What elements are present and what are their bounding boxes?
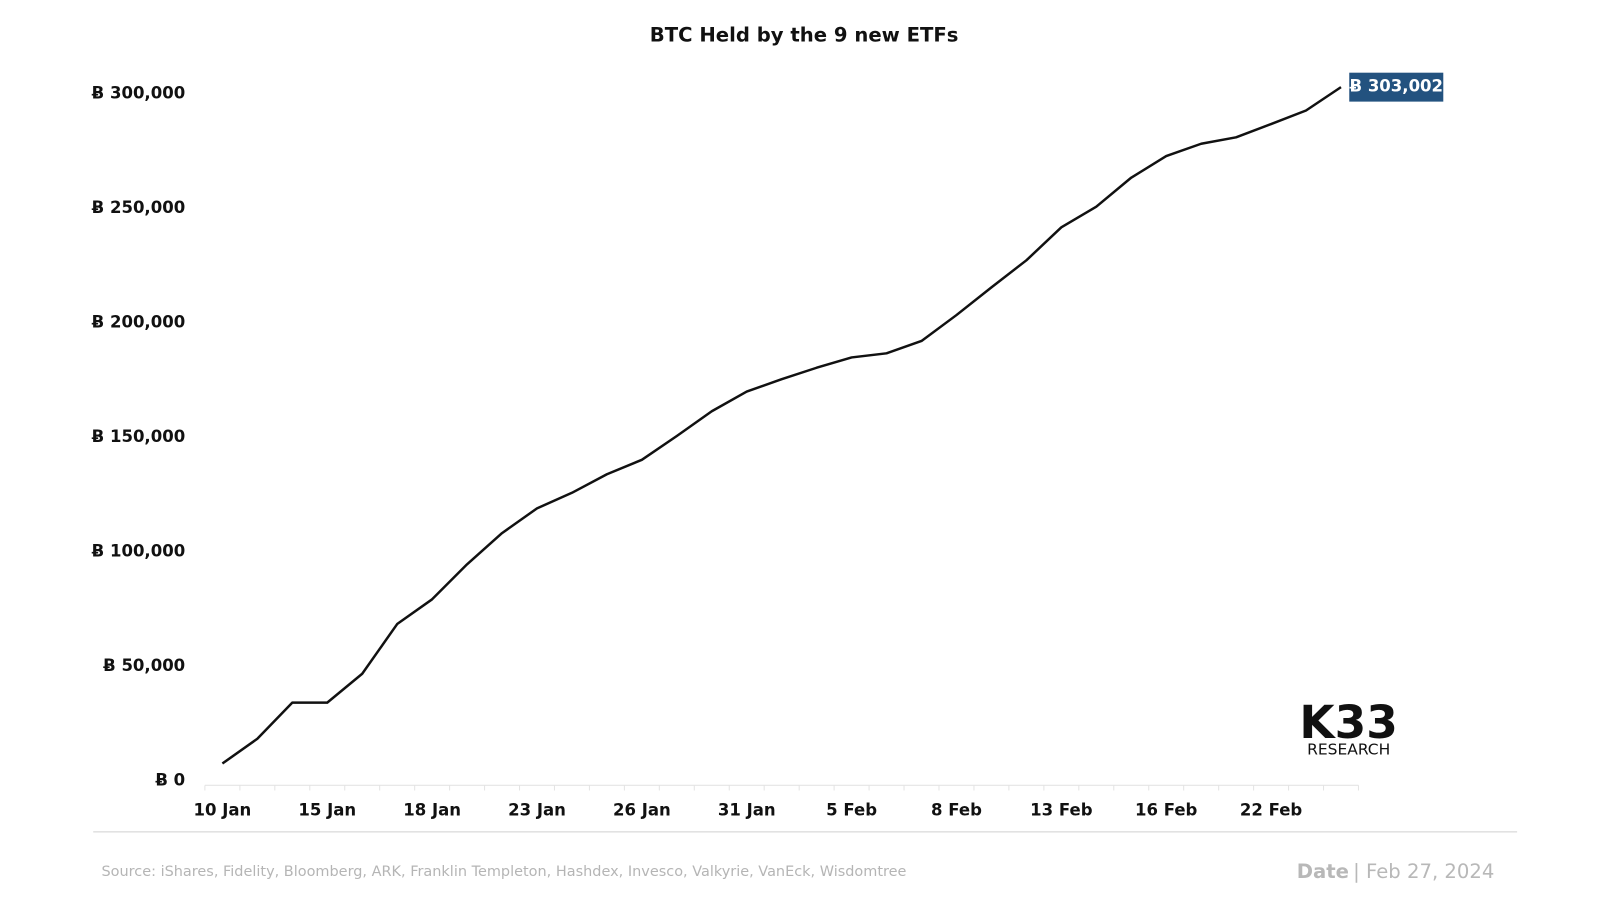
y-tick-label: Ƀ 50,000 [103, 656, 185, 675]
y-tick-label: Ƀ 150,000 [92, 427, 186, 446]
source-note: Source: iShares, Fidelity, Bloomberg, AR… [101, 864, 906, 880]
x-tick-label: 18 Jan [403, 801, 461, 820]
logo-main: K33 [1299, 696, 1397, 749]
logo-sub: RESEARCH [1307, 741, 1390, 759]
x-tick-label: 16 Feb [1135, 801, 1198, 820]
date-stamp: Date | Feb 27, 2024 [1297, 860, 1495, 883]
x-tick-label: 15 Jan [298, 801, 356, 820]
date-value: | Feb 27, 2024 [1353, 860, 1494, 883]
value-label-box [1349, 72, 1444, 102]
x-tick-label: 23 Jan [508, 801, 566, 820]
y-tick-label: Ƀ 250,000 [92, 198, 186, 217]
x-tick-label: 10 Jan [193, 801, 251, 820]
x-tick-label: 5 Feb [826, 801, 877, 820]
x-tick-label: 31 Jan [718, 801, 776, 820]
x-tick-label: 22 Feb [1240, 801, 1303, 820]
date-label: Date [1297, 860, 1349, 883]
value-label: Ƀ 303,002 [1349, 77, 1443, 96]
y-tick-label: Ƀ 200,000 [92, 313, 186, 332]
chart-title: BTC Held by the 9 new ETFs [650, 24, 959, 47]
x-tick-label: 8 Feb [931, 801, 982, 820]
y-tick-label: Ƀ 100,000 [92, 542, 186, 561]
x-tick-label: 26 Jan [613, 801, 671, 820]
y-tick-label: Ƀ 0 [155, 771, 185, 790]
data-line [221, 86, 1342, 765]
y-tick-label: Ƀ 300,000 [92, 84, 186, 103]
x-tick-label: 13 Feb [1030, 801, 1093, 820]
